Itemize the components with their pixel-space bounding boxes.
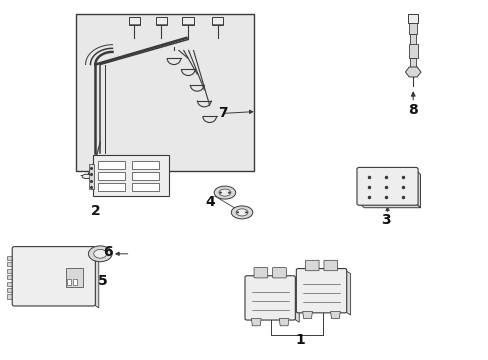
FancyBboxPatch shape [305, 260, 318, 271]
Bar [7, 269, 17, 273]
FancyBboxPatch shape [272, 267, 286, 278]
Bar [93, 155, 168, 196]
Polygon shape [359, 203, 420, 208]
FancyBboxPatch shape [12, 247, 95, 306]
Polygon shape [251, 319, 261, 326]
FancyBboxPatch shape [356, 167, 417, 205]
Bar [132, 172, 159, 180]
Ellipse shape [231, 206, 252, 219]
Bar [98, 161, 124, 169]
Bar [98, 172, 124, 180]
Bar [7, 256, 17, 260]
Bar [7, 262, 17, 266]
Ellipse shape [236, 209, 247, 216]
Ellipse shape [88, 246, 112, 262]
Bar [7, 282, 17, 286]
Polygon shape [293, 277, 299, 322]
Polygon shape [302, 311, 312, 319]
Ellipse shape [228, 192, 230, 193]
Bar [409, 34, 415, 45]
Ellipse shape [219, 189, 230, 196]
Bar [67, 279, 71, 285]
Ellipse shape [219, 192, 221, 193]
Ellipse shape [245, 212, 247, 213]
Bar [407, 14, 417, 23]
Text: 7: 7 [217, 107, 227, 120]
Ellipse shape [214, 186, 235, 199]
Ellipse shape [94, 249, 106, 258]
Bar [132, 161, 159, 169]
Polygon shape [330, 311, 340, 319]
Bar [65, 268, 82, 287]
Text: 6: 6 [102, 245, 112, 259]
Text: 5: 5 [98, 274, 107, 288]
FancyBboxPatch shape [296, 269, 346, 313]
FancyBboxPatch shape [254, 267, 267, 278]
Polygon shape [415, 169, 420, 208]
Ellipse shape [236, 212, 238, 213]
FancyBboxPatch shape [323, 260, 337, 271]
Bar [408, 44, 417, 58]
Polygon shape [344, 270, 350, 315]
Bar [408, 23, 416, 34]
Bar [132, 183, 159, 191]
Text: 1: 1 [295, 333, 305, 347]
Polygon shape [279, 319, 288, 326]
Bar [7, 288, 17, 292]
Polygon shape [93, 248, 99, 308]
Bar [76, 14, 254, 171]
Text: 8: 8 [407, 103, 417, 117]
Text: 3: 3 [381, 213, 390, 226]
Bar [73, 279, 77, 285]
Bar [98, 183, 124, 191]
Bar [7, 275, 17, 279]
Bar [7, 294, 17, 299]
Text: 4: 4 [205, 195, 215, 208]
Bar [409, 58, 416, 70]
FancyBboxPatch shape [244, 276, 295, 320]
Text: 2: 2 [90, 204, 100, 217]
Bar [155, 17, 167, 25]
Bar [182, 17, 194, 25]
Bar [128, 17, 140, 25]
Bar [211, 17, 223, 25]
Ellipse shape [82, 174, 91, 179]
Bar [89, 164, 94, 189]
